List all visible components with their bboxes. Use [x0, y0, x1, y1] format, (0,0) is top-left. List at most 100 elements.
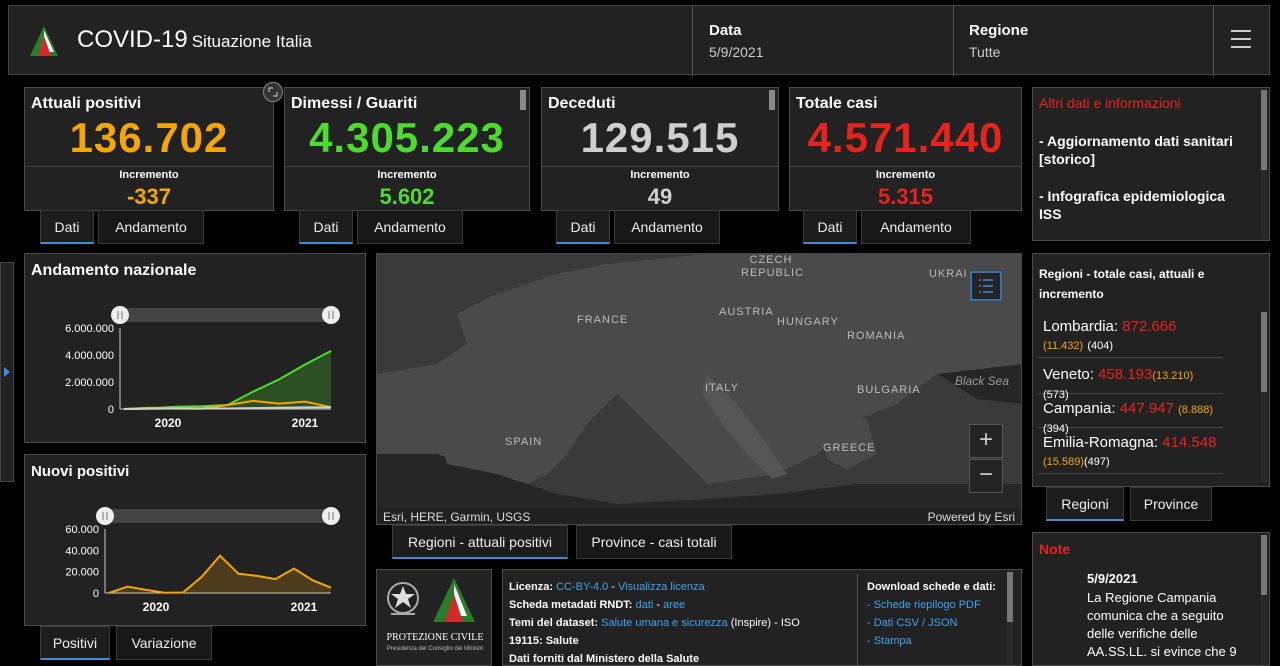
list-item[interactable]: Veneto: 458.193(13.210)(573) — [1037, 362, 1223, 401]
kpi-value: 129.515 — [580, 114, 740, 161]
license-panel: Licenza: CC-BY-4.0 - Visualizza licenza … — [502, 569, 1022, 666]
view-license-link[interactable]: Visualizza licenza — [618, 581, 705, 593]
kpi2-tab-dati[interactable]: Dati — [299, 210, 353, 244]
map-label-spain: SPAIN — [505, 436, 543, 448]
map-label-greece: GREECE — [823, 442, 876, 454]
metadata-aree-link[interactable]: aree — [663, 599, 686, 611]
andamento-nazionale-panel: Andamento nazionale 6.000.000 4.000.000 2.… — [24, 253, 366, 443]
legend-list-icon[interactable] — [969, 270, 1003, 302]
scrollbar[interactable] — [769, 90, 775, 110]
link-aggiornamento-dati[interactable]: - Aggiornamento dati sanitari [storico] — [1039, 133, 1233, 167]
x-tick-label: 2021 — [291, 600, 318, 614]
range-slider-end-handle[interactable] — [322, 306, 340, 324]
nuovi-positivi-chart: 60.000 40.000 20.000 0 2020 2021 — [65, 507, 340, 614]
kpi-increment-label: Incremento — [630, 169, 690, 181]
tab-province[interactable]: Province — [1130, 487, 1212, 521]
powered-by-esri[interactable]: Powered by Esri — [927, 510, 1015, 524]
kpi-increment: 5.315 — [877, 184, 934, 209]
date-value[interactable]: 5/9/2021 — [709, 44, 764, 60]
range-slider-start-handle[interactable] — [111, 306, 129, 324]
andamento-chart: 6.000.000 4.000.000 2.000.000 0 2020 2021 — [65, 306, 340, 430]
download-pdf-link[interactable]: - Schede riepilogo PDF — [867, 599, 981, 611]
protezione-civile-logo-icon — [433, 578, 475, 622]
map-label-czech: CZECH REPUBLIC — [741, 254, 805, 279]
kpi3-tab-andamento[interactable]: Andamento — [614, 210, 720, 244]
map-label-ukraine: UKRAI — [929, 268, 968, 280]
x-tick-label: 2020 — [143, 600, 170, 614]
header-divider — [953, 6, 954, 76]
print-link[interactable]: - Stampa — [867, 635, 912, 647]
kpi1-tab-andamento[interactable]: Andamento — [98, 210, 204, 244]
scrollbar[interactable] — [1261, 312, 1267, 482]
map-attribution: Esri, HERE, Garmin, USGS — [383, 510, 531, 524]
kpi-value: 136.702 — [69, 114, 229, 161]
tab-regioni-attuali-positivi[interactable]: Regioni - attuali positivi — [392, 525, 568, 559]
range-slider-end-handle[interactable] — [322, 507, 340, 525]
scrollbar[interactable] — [1261, 535, 1267, 665]
andamento-nazionale-title: Andamento nazionale — [31, 262, 197, 279]
app-subtitle: Situazione Italia — [191, 32, 312, 51]
kpi-title: Dimessi / Guariti — [291, 95, 418, 112]
list-item[interactable]: Emilia-Romagna: 414.548 (15.589)(497) — [1037, 430, 1223, 474]
dataset-theme-link[interactable]: Salute umana e sicurezza — [601, 617, 728, 629]
y-tick-label: 6.000.000 — [65, 323, 114, 335]
download-section: Download schede e dati: - Schede riepilo… — [867, 578, 1003, 650]
kpi4-tab-andamento[interactable]: Andamento — [861, 210, 971, 244]
scrollbar[interactable] — [1261, 90, 1267, 238]
kpi-value: 4.571.440 — [807, 114, 1004, 161]
range-slider-track — [120, 308, 331, 322]
y-tick-label: 60.000 — [65, 524, 99, 536]
scrollbar[interactable] — [1007, 572, 1013, 664]
nuovi-positivi-title: Nuovi positivi — [31, 463, 130, 480]
region-value[interactable]: Tutte — [969, 44, 1001, 60]
metadata-dati-link[interactable]: dati — [635, 599, 654, 611]
kpi1-tab-dati[interactable]: Dati — [40, 210, 94, 244]
tab-positivi[interactable]: Positivi — [40, 626, 110, 660]
y-tick-label: 4.000.000 — [65, 350, 114, 362]
app-logo-icon — [30, 26, 58, 56]
note-panel: Note 5/9/2021 La Regione Campania comuni… — [1032, 532, 1270, 666]
kpi4-tab-dati[interactable]: Dati — [803, 210, 857, 244]
tab-variazione[interactable]: Variazione — [116, 626, 212, 660]
side-panel-toggle[interactable] — [0, 262, 14, 482]
tab-province-casi-totali[interactable]: Province - casi totali — [576, 525, 732, 559]
kpi-value: 4.305.223 — [309, 114, 505, 161]
repubblica-emblem-icon — [387, 582, 419, 615]
license-info: Licenza: CC-BY-4.0 - Visualizza licenza … — [509, 581, 800, 665]
altri-dati-panel: Altri dati e informazioni - Aggiornament… — [1032, 87, 1270, 241]
series-line — [123, 406, 332, 410]
protezione-civile-label: PROTEZIONE CIVILE — [386, 632, 484, 643]
zoom-in-button[interactable]: + — [969, 424, 1003, 458]
tab-regioni[interactable]: Regioni — [1046, 487, 1124, 521]
kpi-title: Deceduti — [548, 95, 616, 112]
map-attribution-bar: Esri, HERE, Garmin, USGS Powered by Esri — [377, 508, 1021, 524]
zoom-out-button[interactable]: − — [969, 459, 1003, 493]
app-title: COVID-19 Situazione Italia — [77, 26, 312, 53]
y-tick-label: 40.000 — [65, 545, 99, 557]
region-label: Regione — [969, 22, 1029, 39]
kpi2-tab-andamento[interactable]: Andamento — [357, 210, 463, 244]
download-csv-json-link[interactable]: - Dati CSV / JSON — [867, 617, 958, 629]
list-item[interactable]: Lombardia: 872.666 (11.432) (404) — [1037, 314, 1223, 358]
y-tick-label: 0 — [108, 404, 114, 416]
y-tick-label: 20.000 — [65, 567, 99, 579]
x-tick-label: 2020 — [155, 416, 182, 430]
kpi-increment: 49 — [647, 184, 673, 209]
range-slider-start-handle[interactable] — [96, 507, 114, 525]
regioni-list-panel: Regioni - totale casi, attuali e increme… — [1032, 253, 1270, 487]
list-item[interactable]: Campania: 447.947 (8.888)(394) — [1037, 396, 1223, 435]
menu-icon[interactable] — [1231, 30, 1251, 48]
x-tick-label: 2021 — [292, 416, 319, 430]
link-infografica-iss[interactable]: - Infografica epidemiologica ISS — [1039, 188, 1225, 222]
kpi-totale-casi: Totale casi 4.571.440 Incremento 5.315 — [789, 87, 1022, 211]
map-view[interactable]: CZECH REPUBLIC UKRAI FRANCE AUSTRIA HUNG… — [376, 253, 1022, 525]
app-header: COVID-19 Situazione Italia Data 5/9/2021 … — [8, 5, 1270, 76]
license-link[interactable]: CC-BY-4.0 — [556, 581, 609, 593]
range-slider-track — [105, 509, 331, 523]
scrollbar[interactable] — [520, 90, 526, 110]
kpi-increment: 5.602 — [379, 184, 435, 209]
date-label: Data — [709, 22, 742, 39]
kpi3-tab-dati[interactable]: Dati — [556, 210, 610, 244]
expand-icon[interactable] — [263, 82, 283, 102]
map-label-france: FRANCE — [577, 314, 629, 326]
